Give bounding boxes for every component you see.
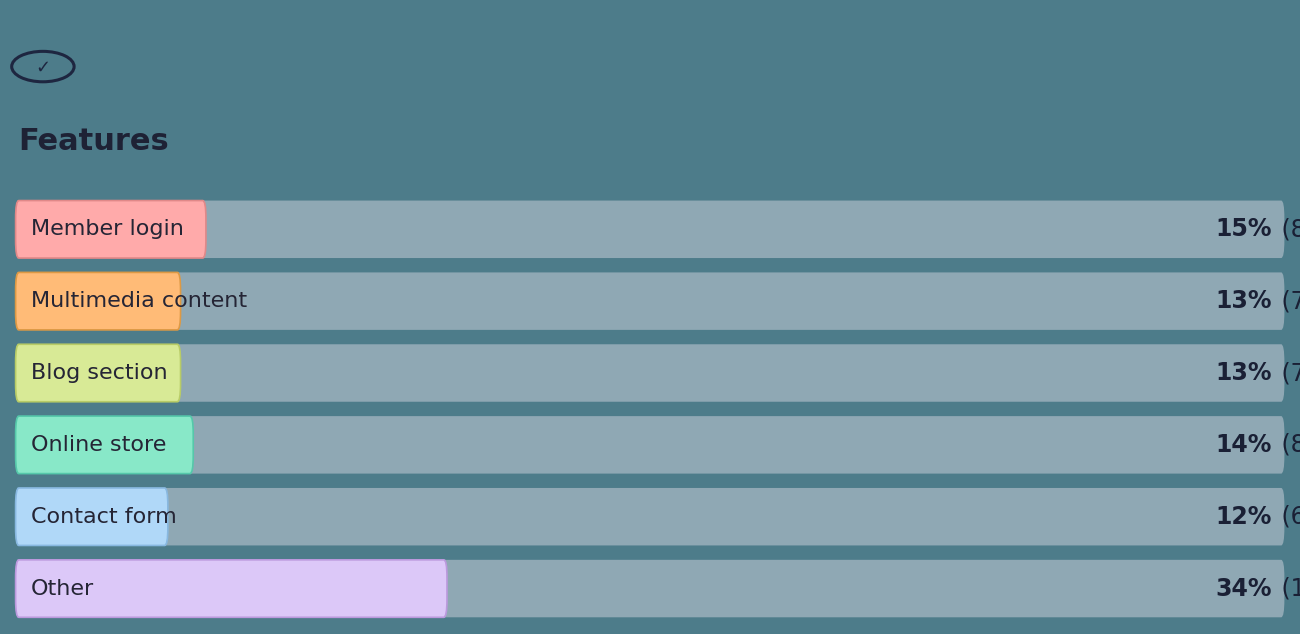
FancyBboxPatch shape bbox=[16, 488, 168, 545]
FancyBboxPatch shape bbox=[16, 200, 1284, 258]
FancyBboxPatch shape bbox=[16, 488, 1284, 545]
Text: (65): (65) bbox=[1274, 505, 1300, 529]
Text: (188): (188) bbox=[1274, 576, 1300, 600]
Text: Online store: Online store bbox=[31, 435, 166, 455]
FancyBboxPatch shape bbox=[16, 344, 1284, 402]
Text: Member login: Member login bbox=[31, 219, 183, 239]
FancyBboxPatch shape bbox=[16, 200, 205, 258]
FancyBboxPatch shape bbox=[16, 273, 181, 330]
FancyBboxPatch shape bbox=[16, 560, 447, 618]
Text: Blog section: Blog section bbox=[31, 363, 168, 383]
Text: ✓: ✓ bbox=[35, 59, 51, 77]
Text: 13%: 13% bbox=[1216, 289, 1271, 313]
Text: 12%: 12% bbox=[1216, 505, 1271, 529]
FancyBboxPatch shape bbox=[16, 560, 1284, 618]
FancyBboxPatch shape bbox=[16, 344, 181, 402]
Text: 15%: 15% bbox=[1216, 217, 1271, 242]
Text: Other: Other bbox=[31, 579, 94, 598]
Text: (84): (84) bbox=[1274, 217, 1300, 242]
Text: (72): (72) bbox=[1274, 289, 1300, 313]
Text: 46% visitors filled out this field: 46% visitors filled out this field bbox=[18, 203, 387, 221]
FancyBboxPatch shape bbox=[16, 416, 194, 474]
FancyBboxPatch shape bbox=[16, 416, 1284, 474]
Text: 14%: 14% bbox=[1216, 433, 1271, 457]
Text: Multimedia content: Multimedia content bbox=[31, 291, 247, 311]
Text: 13%: 13% bbox=[1216, 361, 1271, 385]
Text: (70): (70) bbox=[1274, 361, 1300, 385]
Text: (81): (81) bbox=[1274, 433, 1300, 457]
Text: 34%: 34% bbox=[1216, 576, 1271, 600]
Text: Contact form: Contact form bbox=[31, 507, 177, 527]
Text: Features: Features bbox=[18, 127, 169, 156]
FancyBboxPatch shape bbox=[16, 273, 1284, 330]
